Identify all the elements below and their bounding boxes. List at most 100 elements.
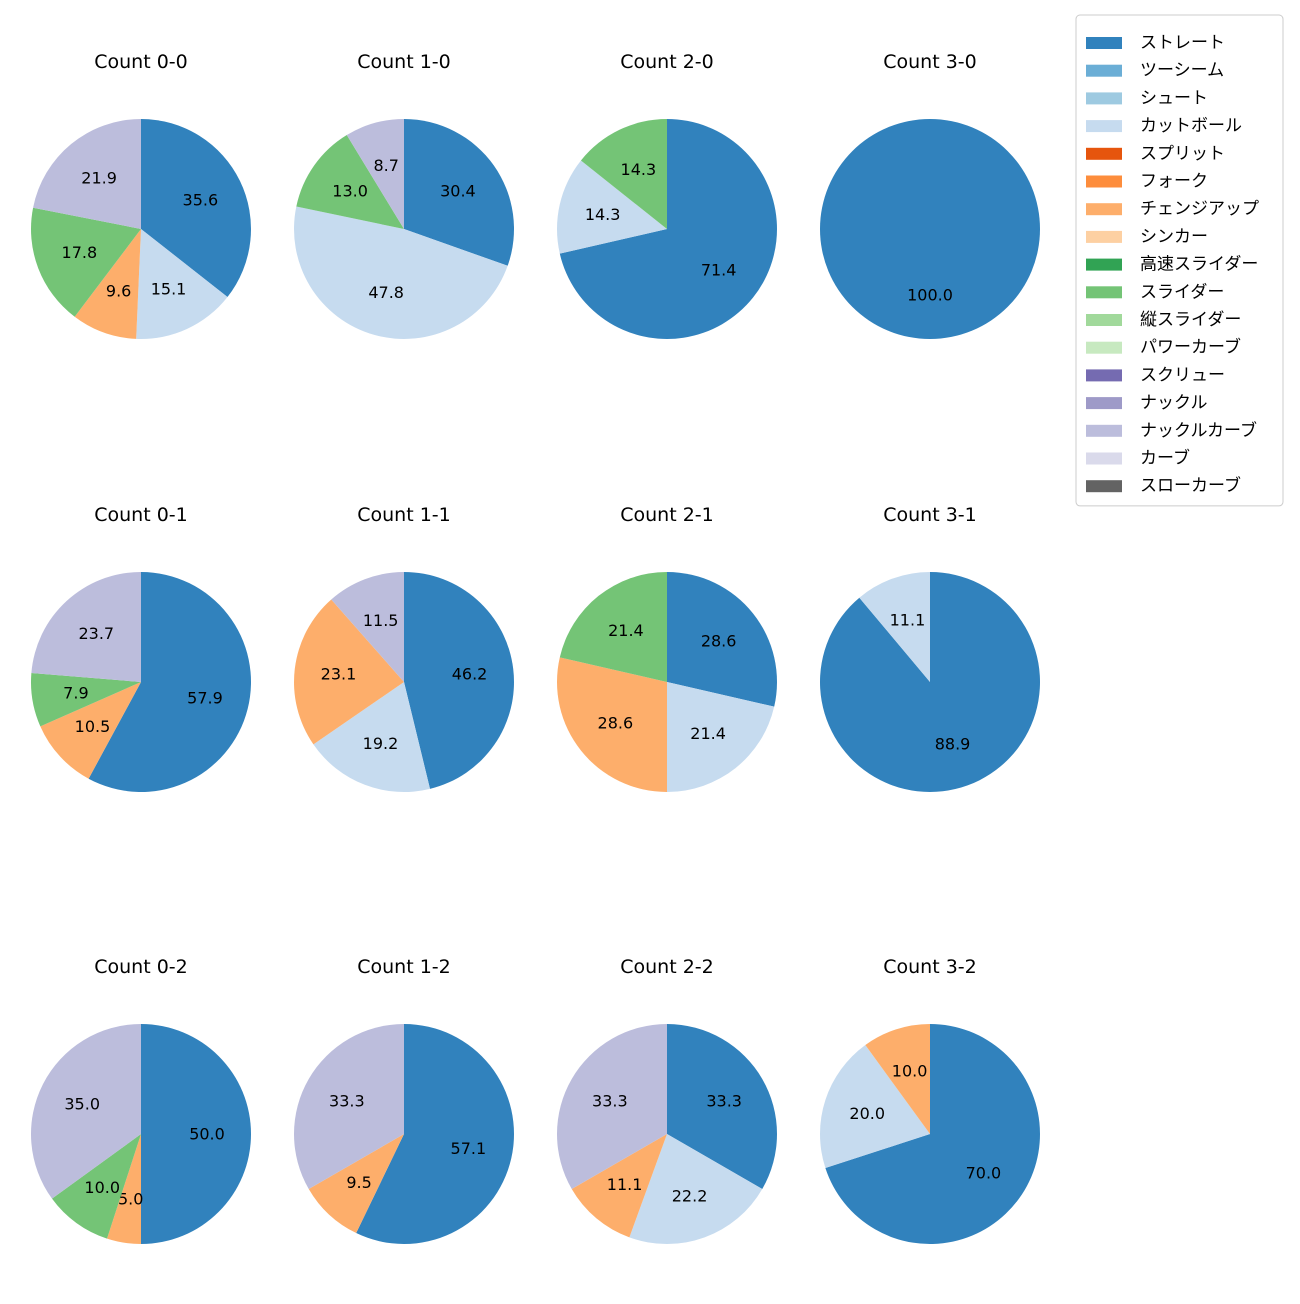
slice-count-0-0-1 [141, 119, 251, 297]
legend-swatch [1086, 397, 1122, 410]
pie-title: Count 1-0 [357, 51, 451, 73]
slice-label: 50.0 [189, 1125, 225, 1144]
legend-label: 縦スライダー [1140, 310, 1241, 330]
legend-swatch [1086, 480, 1122, 493]
slice-label: 35.6 [183, 191, 219, 210]
slice-label: 7.9 [63, 683, 88, 702]
slice-count-0-1-1 [88, 571, 252, 793]
slice-label: 20.0 [849, 1104, 885, 1123]
legend-swatch [1086, 64, 1122, 77]
slice-label: 57.1 [451, 1139, 487, 1158]
pie-title: Count 3-1 [883, 504, 977, 526]
slice-label: 9.6 [106, 282, 131, 301]
slice-label: 21.9 [81, 169, 117, 188]
slice-label: 46.2 [452, 665, 488, 684]
pie-count-1-1: Count 1-1 46.2 19.2 23.1 11.5 [294, 504, 514, 792]
pie-count-3-0: Count 3-0 100.0 [820, 51, 1040, 339]
slice-count-0-0-10 [30, 207, 141, 317]
pie-count-3-2: Count 3-2 70.0 20.0 10.0 [819, 956, 1040, 1244]
slice-count-0-2-10 [52, 1134, 142, 1239]
legend-label: カーブ [1140, 448, 1190, 469]
slice-count-2-0-4 [556, 160, 667, 254]
slice-count-0-2-1 [141, 1024, 251, 1244]
pie-count-2-1: Count 2-1 28.6 21.4 28.6 21.4 [556, 504, 778, 792]
slice-count-2-0-1 [559, 119, 777, 339]
legend-swatch [1086, 314, 1122, 326]
slice-count-0-2-7 [107, 1134, 141, 1244]
legend-swatch [1086, 230, 1122, 243]
slice-count-1-0-15 [346, 119, 404, 229]
slice-label: 14.3 [621, 160, 657, 179]
slice-count-2-1-10 [559, 572, 667, 682]
legend-label: ツーシーム [1140, 61, 1224, 81]
pie-count-1-2: Count 1-2 57.1 9.5 33.3 [294, 956, 515, 1244]
slice-count-0-1-10 [31, 673, 142, 727]
pie-title: Count 1-1 [357, 504, 451, 526]
slice-count-0-1-15 [31, 572, 141, 682]
slice-label: 88.9 [935, 735, 971, 754]
pie-title: Count 0-2 [94, 956, 188, 978]
legend-item-10: スライダー [1086, 282, 1224, 302]
legend-label: カットボール [1140, 116, 1242, 136]
legend-label: スローカーブ [1140, 475, 1241, 496]
slice-label: 17.8 [62, 243, 98, 262]
pie-title: Count 3-0 [883, 51, 977, 73]
slice-count-0-1-7 [40, 682, 141, 779]
slice-count-2-2-1 [667, 1024, 777, 1189]
legend-item-2: ツーシーム [1086, 61, 1224, 81]
legend-item-17: スローカーブ [1086, 475, 1241, 496]
legend-label: スライダー [1140, 282, 1224, 302]
slice-count-1-1-7 [294, 599, 404, 745]
legend-item-9: 高速スライダー [1086, 255, 1258, 275]
legend-label: 高速スライダー [1140, 255, 1258, 275]
slice-count-1-0-10 [296, 135, 404, 229]
slice-label: 10.0 [84, 1178, 120, 1197]
slice-label: 23.1 [321, 664, 357, 683]
legend-item-8: シンカー [1086, 227, 1208, 247]
legend-frame [1075, 14, 1284, 507]
slice-count-2-1-1 [667, 572, 778, 707]
legend-label: スクリュー [1140, 365, 1225, 385]
slice-label: 33.3 [592, 1092, 628, 1111]
pie-title: Count 2-1 [620, 504, 714, 526]
legend-label: フォーク [1140, 172, 1208, 192]
pie-title: Count 2-2 [620, 956, 714, 978]
legend-item-15: ナックルカーブ [1086, 420, 1257, 441]
slice-label: 9.5 [346, 1173, 371, 1192]
slice-count-0-0-4 [136, 229, 228, 339]
legend-item-5: スプリット [1086, 144, 1225, 164]
slice-count-0-0-7 [74, 229, 141, 339]
slice-label: 14.3 [585, 205, 621, 224]
legend-item-11: 縦スライダー [1086, 310, 1241, 330]
slice-count-3-2-7 [865, 1023, 930, 1134]
pie-panels: Count 0-0 35.6 15.1 9.6 17.8 21.9 Count 1-0 30.… [30, 51, 1041, 1245]
slice-count-1-1-1 [404, 572, 514, 789]
pie-title: Count 0-0 [94, 51, 188, 73]
legend-swatch [1086, 341, 1122, 354]
slice-label: 100.0 [907, 286, 953, 305]
pie-title: Count 1-2 [357, 956, 451, 978]
slice-label: 5.0 [118, 1190, 143, 1209]
slice-count-0-0-15 [33, 119, 141, 229]
legend-item-16: カーブ [1086, 448, 1190, 469]
legend-label: シンカー [1140, 227, 1208, 247]
slice-label: 11.1 [607, 1175, 643, 1194]
legend-swatch [1086, 424, 1122, 437]
legend-label: シュート [1140, 88, 1208, 108]
slice-count-2-2-15 [557, 1024, 667, 1189]
legend-item-7: チェンジアップ [1086, 199, 1259, 219]
pie-title: Count 3-2 [883, 956, 977, 978]
legend-swatch [1086, 37, 1122, 49]
slice-label: 15.1 [151, 279, 187, 298]
slice-label: 13.0 [332, 181, 368, 200]
slice-count-1-2-15 [294, 1024, 404, 1189]
slice-count-2-1-4 [667, 682, 775, 792]
legend-item-1: ストレート [1086, 33, 1225, 53]
slice-count-1-0-1 [404, 119, 515, 266]
legend-label: ナックル [1140, 393, 1208, 413]
slice-label: 21.4 [690, 724, 726, 743]
slice-label: 8.7 [373, 156, 398, 175]
pie-title: Count 2-0 [620, 51, 714, 73]
slice-count-2-2-4 [629, 1134, 763, 1245]
